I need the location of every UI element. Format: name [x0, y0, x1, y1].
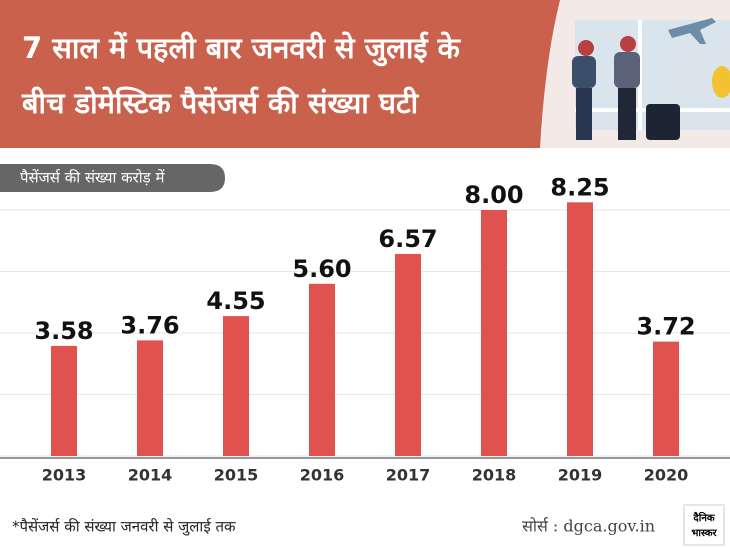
title-line: बीच डोमेस्टिक पैसेंजर्स की संख्या घटी [21, 86, 420, 120]
value-label: 3.72 [636, 313, 695, 341]
title-line: 7 साल में पहली बार जनवरी से जुलाई के [22, 31, 462, 67]
x-tick-label: 2016 [300, 466, 345, 485]
subtitle-pill [0, 164, 225, 192]
x-tick-label: 2014 [128, 466, 173, 485]
value-label: 5.60 [292, 255, 351, 283]
bar [223, 316, 249, 456]
x-tick-label: 2019 [558, 466, 603, 485]
x-tick-label: 2015 [214, 466, 259, 485]
value-label: 4.55 [206, 287, 265, 315]
value-label: 6.57 [378, 225, 437, 253]
value-label: 8.00 [464, 181, 523, 209]
logo-text: दैनिक [692, 511, 715, 524]
x-tick-label: 2020 [644, 466, 689, 485]
bar [51, 345, 77, 456]
source: सोर्स : dgca.gov.in [522, 517, 655, 536]
bar [481, 210, 507, 456]
bar [309, 283, 335, 456]
bar [567, 202, 593, 456]
subtitle: पैसेंजर्स की संख्या करोड़ में [20, 169, 165, 187]
x-tick-label: 2017 [386, 466, 431, 485]
x-tick-label: 2018 [472, 466, 517, 485]
logo-box [683, 504, 725, 546]
illustration [540, 0, 730, 148]
value-label: 3.58 [34, 317, 93, 345]
x-tick-label: 2013 [42, 466, 87, 485]
bar [137, 340, 163, 456]
logo-text: भास्कर [691, 528, 717, 539]
value-label: 8.25 [550, 173, 609, 201]
bar [395, 253, 421, 456]
bar [653, 341, 679, 456]
footnote: *पैसेंजर्स की संख्या जनवरी से जुलाई तक [12, 518, 236, 537]
value-label: 3.76 [120, 311, 179, 339]
